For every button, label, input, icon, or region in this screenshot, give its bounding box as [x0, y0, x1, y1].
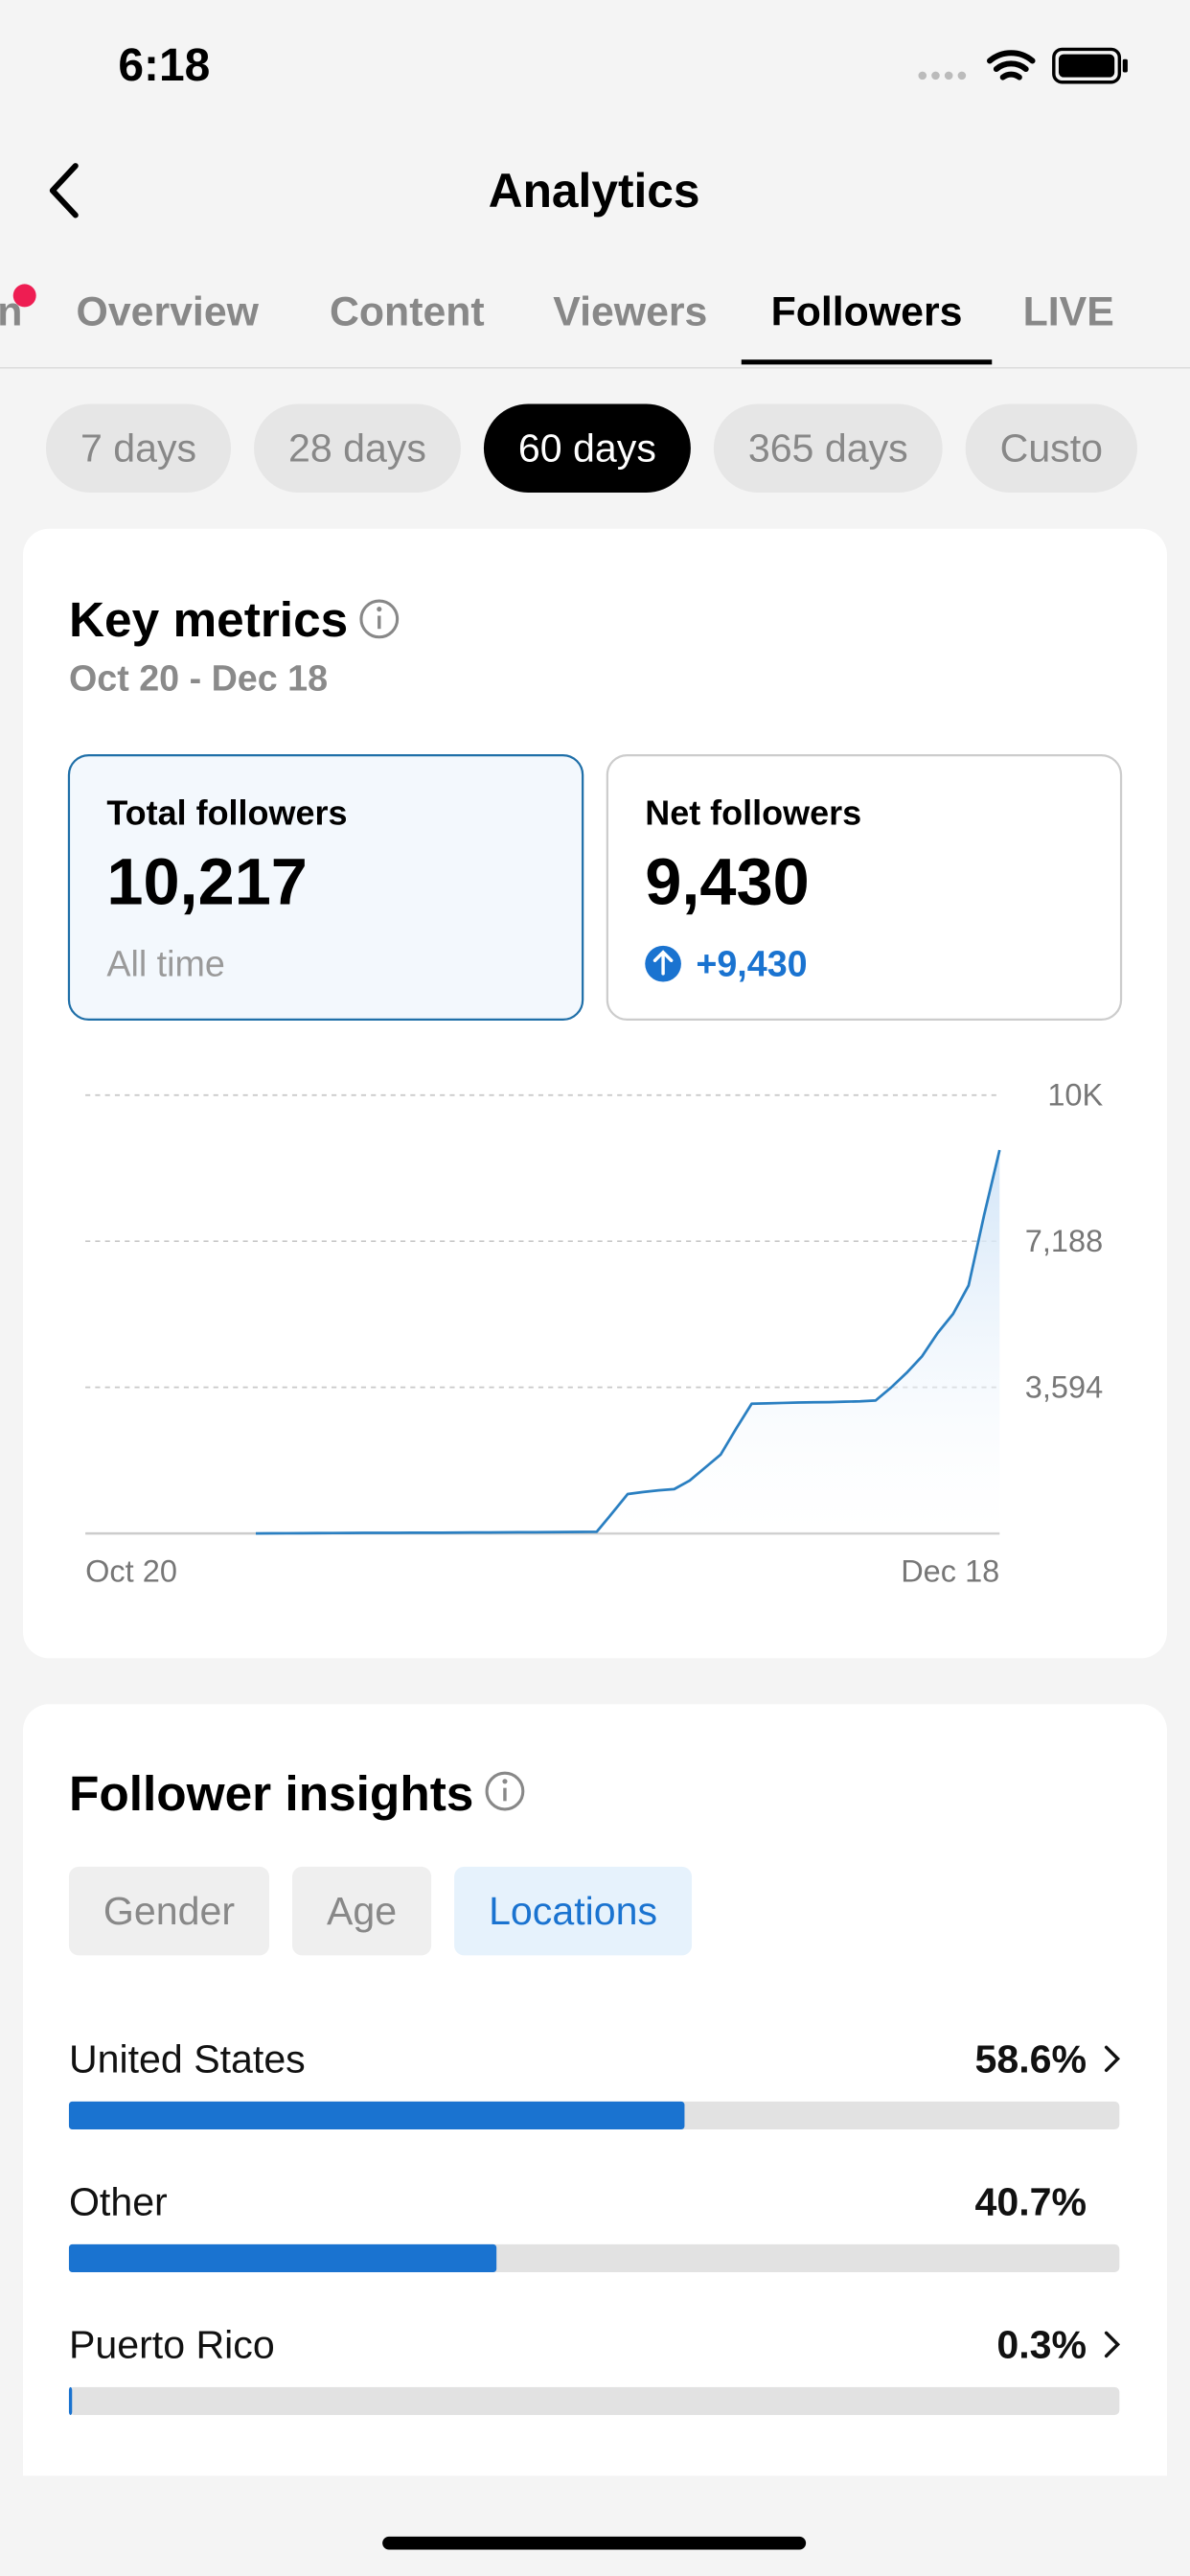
metric-card[interactable]	[67, 753, 584, 1022]
info-dot	[377, 607, 382, 612]
status-time: 6:18	[118, 40, 210, 91]
range-label: Custo	[1000, 426, 1103, 471]
metric-card[interactable]	[606, 753, 1123, 1022]
metric-label: Total followers	[106, 794, 347, 833]
location-name: United States	[69, 2036, 306, 2081]
location-value: 40.7%	[974, 2179, 1087, 2223]
metric-label: Net followers	[645, 794, 861, 833]
metric-value: 10,217	[106, 845, 308, 919]
line	[255, 1149, 1001, 1535]
bar	[68, 2243, 497, 2273]
tab[interactable]: Content	[330, 289, 485, 335]
y-tick-label: 10K	[1047, 1078, 1103, 1113]
location-name: Other	[69, 2179, 168, 2223]
location-bars: United States 58.6% Other 40.7% Puerto Rico 0…	[68, 2036, 1121, 2416]
wifi-icon	[987, 50, 1036, 80]
insight-tab[interactable]	[68, 1866, 270, 1956]
range-pill[interactable]	[254, 403, 461, 494]
info-ring	[359, 599, 400, 639]
info-dot	[502, 1779, 508, 1784]
chevron[interactable]	[1104, 2331, 1121, 2358]
insight-tab[interactable]	[454, 1866, 693, 1956]
tab[interactable]: Overview	[77, 289, 260, 335]
y-tick-label: 7,188	[1025, 1224, 1103, 1258]
range-label: 60 days	[518, 426, 656, 471]
tab[interactable]: LIVE	[1023, 289, 1114, 335]
metric-cards: Total followers 10,217 All time Net followe…	[67, 753, 1123, 1022]
info-icon[interactable]	[359, 599, 400, 639]
info-ring	[485, 1771, 525, 1811]
x-tick-label: Dec 18	[901, 1554, 999, 1589]
up-arrow	[652, 950, 674, 976]
location-value: 58.6%	[974, 2036, 1087, 2081]
line-chart: 10K 7,188 3,594 Oct 20 Dec 18	[85, 1078, 1103, 1589]
insight-tab-label: Locations	[489, 1889, 657, 1933]
range-pill[interactable]	[45, 403, 232, 494]
x-tick-label: Oct 20	[85, 1554, 177, 1589]
range-pill[interactable]	[713, 403, 943, 494]
metric-note: All time	[106, 944, 225, 984]
range-label: 365 days	[748, 426, 908, 471]
date-range: Oct 20 - Dec 18	[69, 658, 328, 699]
metric-note: +9,430	[696, 944, 807, 984]
tab-underline	[741, 359, 993, 365]
signal-icon	[918, 71, 967, 80]
range-label: 7 days	[80, 426, 196, 471]
range-pills: 7 days 28 days 60 days 365 days Custo	[45, 403, 1137, 494]
tab-bar: nOverviewContentViewersFollowersLIVE	[0, 284, 1114, 365]
home-indicator	[382, 2536, 807, 2550]
section-title: Key metrics	[69, 591, 348, 647]
range-pill[interactable]	[483, 403, 691, 494]
insight-tab[interactable]	[292, 1866, 432, 1956]
insight-tab-label: Gender	[103, 1889, 235, 1933]
section-title: Follower insights	[69, 1765, 473, 1821]
y-tick-label: 3,594	[1025, 1370, 1103, 1405]
bar	[68, 2101, 685, 2129]
battery-icon	[1052, 47, 1128, 84]
info-icon[interactable]	[485, 1771, 525, 1811]
range-pill[interactable]	[965, 403, 1137, 494]
tab[interactable]: Followers	[771, 289, 963, 335]
insight-tab-label: Age	[327, 1889, 397, 1933]
bar	[68, 2386, 73, 2416]
bar-track	[68, 2386, 1120, 2416]
area	[255, 1150, 1000, 1534]
back-button[interactable]	[49, 163, 79, 218]
location-name: Puerto Rico	[69, 2322, 275, 2366]
location-value: 0.3%	[996, 2322, 1087, 2366]
insight-tabs: Gender Age Locations	[68, 1866, 693, 1956]
page-title: Analytics	[489, 164, 700, 218]
range-label: 28 days	[288, 426, 426, 471]
metric-value: 9,430	[645, 845, 809, 919]
chevron[interactable]	[1104, 2045, 1121, 2073]
notification-dot	[12, 284, 36, 308]
tab[interactable]: Viewers	[553, 289, 707, 335]
